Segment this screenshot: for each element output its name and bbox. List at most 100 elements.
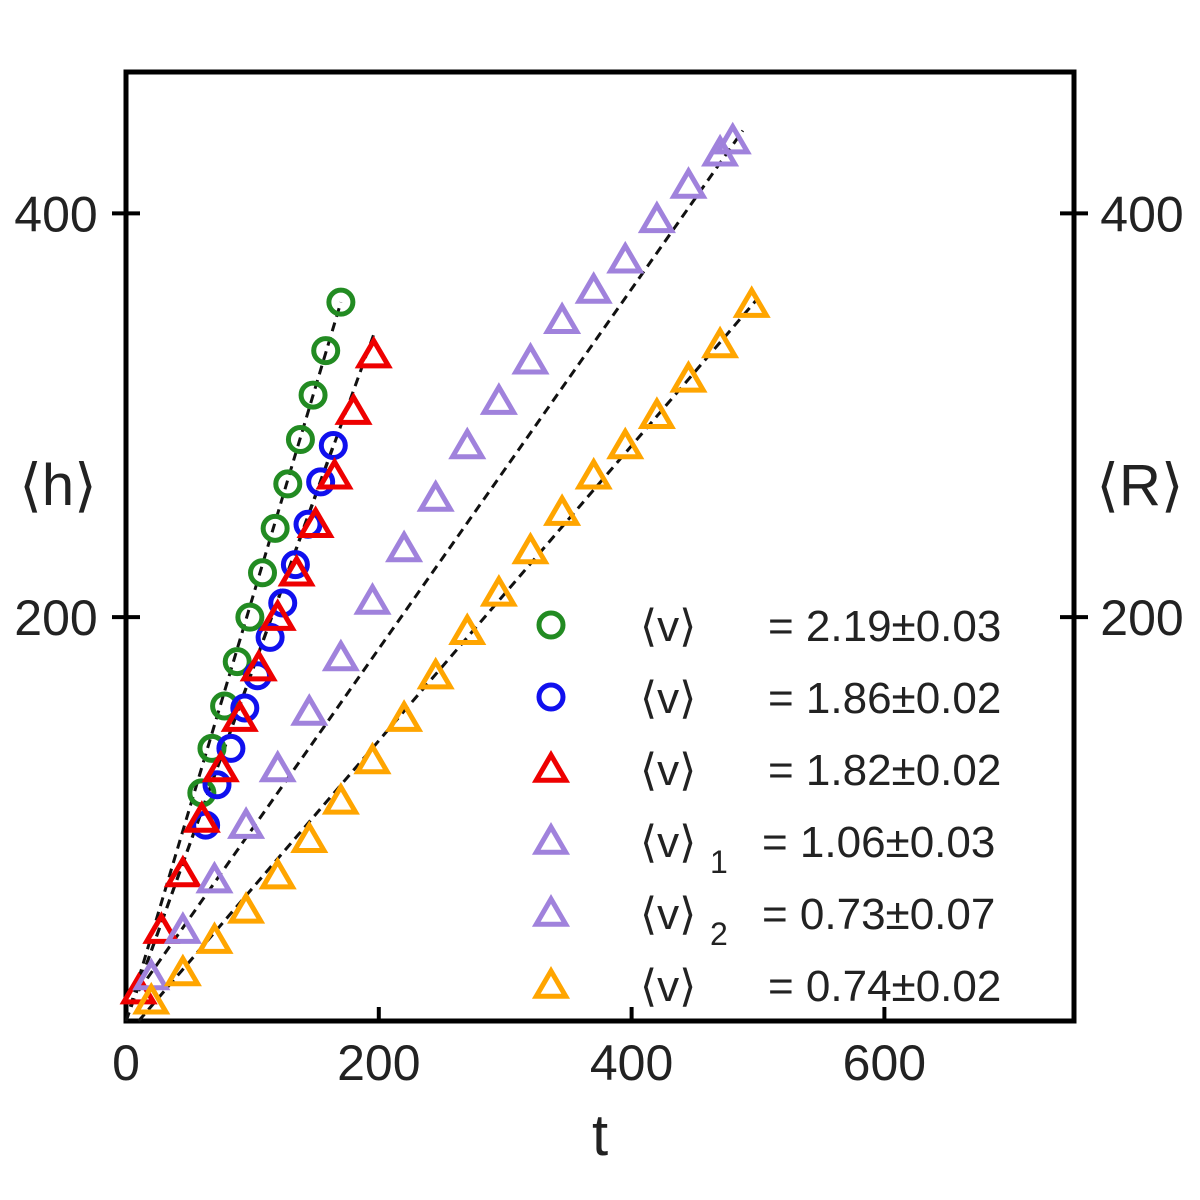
data-point: [448, 426, 487, 460]
data-point: [285, 424, 315, 454]
legend-marker: [531, 966, 571, 999]
data-point: [637, 200, 676, 234]
data-point: [163, 953, 202, 987]
data-point: [448, 612, 487, 646]
legend-marker: [531, 750, 571, 783]
data-point: [195, 860, 234, 894]
data-point: [574, 271, 613, 304]
data-point: [669, 166, 708, 199]
y-tick-label-right: 200: [1100, 590, 1183, 646]
data-point: [195, 921, 234, 954]
legend-symbol: ⟨v⟩: [640, 890, 696, 939]
legend-subscript: 2: [710, 916, 728, 952]
y-tick-label-left: 400: [14, 186, 97, 242]
data-point: [318, 431, 348, 461]
data-point: [713, 121, 752, 155]
y-tick-label-left: 200: [14, 590, 97, 646]
data-point: [311, 336, 341, 366]
y-tick-label-right: 400: [1100, 186, 1183, 242]
data-point: [354, 335, 393, 369]
legend-entry: ⟨v⟩ 2 = 0.73±0.07: [531, 890, 995, 952]
data-point: [732, 285, 771, 318]
data-point: [216, 733, 246, 763]
data-point: [197, 733, 227, 763]
data-point: [669, 359, 708, 393]
data-point: [280, 550, 310, 580]
data-point: [227, 890, 266, 924]
data-point: [260, 513, 290, 543]
data-point: [326, 287, 356, 317]
data-point: [222, 647, 252, 677]
x-tick-label: 0: [112, 1035, 140, 1091]
data-point: [290, 693, 329, 726]
data-point: [353, 741, 392, 775]
data-point: [353, 582, 392, 615]
fit-line: [137, 129, 745, 992]
data-point: [298, 380, 328, 410]
data-point: [385, 529, 424, 563]
legend-symbol: ⟨v⟩: [640, 818, 696, 867]
data-point: [277, 553, 316, 587]
data-point: [416, 656, 455, 690]
data-point: [201, 749, 240, 783]
data-point: [574, 456, 613, 490]
data-point: [511, 531, 550, 565]
legend-subscript: 1: [710, 844, 728, 880]
legend-value: = 1.06±0.03: [762, 818, 995, 867]
data-point: [543, 493, 582, 526]
plot-frame: [123, 69, 1077, 1024]
data-point: [416, 479, 455, 512]
data-point: [239, 648, 278, 682]
y-axis-label-left: ⟨h⟩: [19, 453, 97, 518]
legend-entry: ⟨v⟩ = 2.19±0.03: [536, 602, 1001, 651]
data-point: [230, 693, 260, 723]
data-point: [202, 770, 232, 800]
data-point: [606, 426, 645, 460]
legend-symbol: ⟨v⟩: [640, 962, 696, 1011]
y-axis-label-right: ⟨R⟩: [1096, 453, 1183, 518]
legend-entry: ⟨v⟩ 1 = 1.06±0.03: [531, 818, 995, 880]
data-point: [321, 781, 360, 815]
data-point: [258, 749, 297, 783]
fit-line: [124, 301, 343, 1022]
legend-entry: ⟨v⟩ = 1.86±0.02: [536, 674, 1001, 723]
legend-marker: [536, 610, 566, 640]
data-markers: [119, 121, 771, 1015]
data-point: [163, 911, 202, 944]
legend-symbol: ⟨v⟩: [640, 602, 696, 651]
legend-value: = 0.73±0.07: [762, 890, 995, 939]
legend-value: = 1.86±0.02: [768, 674, 1001, 723]
fit-lines: [124, 129, 760, 1022]
data-point: [385, 699, 424, 732]
data-point: [227, 806, 266, 839]
x-tick-label: 600: [843, 1035, 926, 1091]
data-point: [248, 558, 278, 588]
data-point: [220, 699, 259, 732]
legend-marker: [536, 682, 566, 712]
data-point: [511, 341, 550, 375]
legend-marker: [531, 894, 571, 927]
legend-value: = 1.82±0.02: [768, 746, 1001, 795]
data-point: [163, 854, 202, 888]
legend-value: = 2.19±0.03: [768, 602, 1001, 651]
x-tick-label: 200: [337, 1035, 420, 1091]
data-point: [479, 573, 518, 607]
data-point: [182, 800, 221, 833]
data-point: [321, 638, 360, 672]
data-point: [701, 325, 740, 359]
data-point: [290, 820, 329, 853]
data-point: [258, 856, 297, 890]
data-point: [606, 240, 645, 274]
data-point: [334, 392, 373, 425]
data-point: [306, 467, 336, 497]
data-point: [479, 382, 518, 415]
data-point: [296, 505, 335, 538]
data-point: [142, 911, 181, 944]
data-point: [543, 301, 582, 335]
data-point: [258, 598, 297, 631]
legend-entry: ⟨v⟩ = 0.74±0.02: [531, 962, 1001, 1011]
data-point: [637, 396, 676, 429]
x-tick-label: 400: [590, 1035, 673, 1091]
legend-symbol: ⟨v⟩: [640, 746, 696, 795]
